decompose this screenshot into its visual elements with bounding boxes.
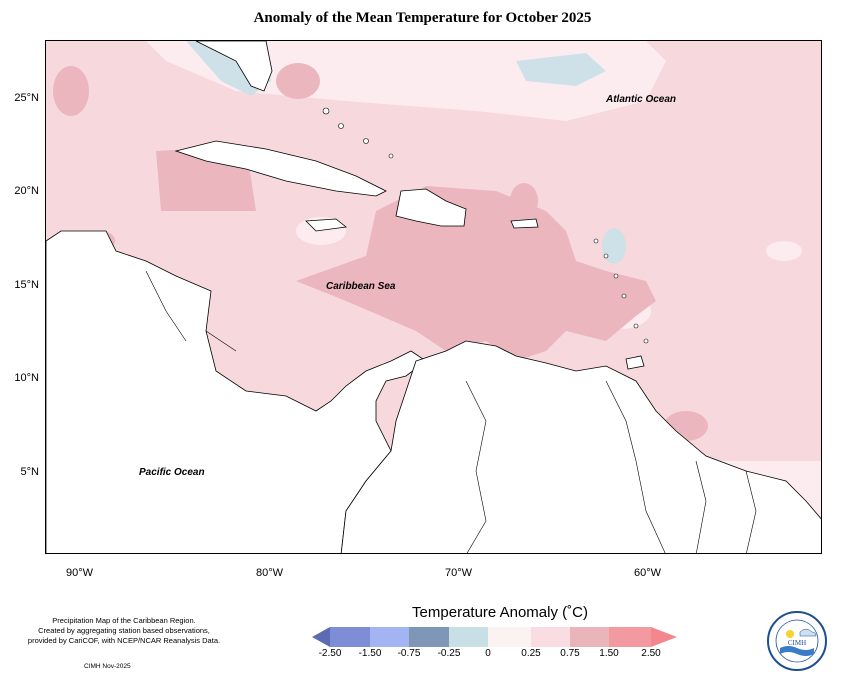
- lon-label-90w: 90°W: [66, 567, 94, 579]
- legend-swatch-3: [409, 627, 449, 647]
- land-puerto-rico: [510, 218, 539, 229]
- credits-line-2: Created by aggregating station based obs…: [38, 626, 210, 635]
- caribbean-sea-label: Caribbean Sea: [326, 281, 396, 292]
- legend-tick-label: 2.50: [641, 648, 661, 659]
- logo-text: CIMH: [788, 639, 806, 647]
- cimh-logo: CIMH: [766, 610, 828, 672]
- temperature-anomaly-map: [45, 40, 822, 554]
- credits-line-1: Precipitation Map of the Caribbean Regio…: [52, 616, 196, 625]
- land-south-america: [340, 340, 821, 553]
- atlantic-ocean-label: Atlantic Ocean: [606, 94, 677, 105]
- legend-swatch-1: [330, 627, 370, 647]
- pacific-ocean-label: Pacific Ocean: [139, 467, 205, 478]
- land-cuba: [174, 140, 387, 197]
- warm-anomaly-turks: [510, 183, 538, 219]
- cimh-logo-icon: CIMH: [767, 611, 827, 671]
- legend-swatch-5: [488, 627, 531, 647]
- lat-label-10n: 10°N: [14, 372, 39, 384]
- legend-tick-label: -2.50: [318, 648, 342, 659]
- land-trinidad: [625, 355, 645, 370]
- legend-tick-label: -0.25: [437, 648, 461, 659]
- water-icon: [780, 646, 814, 656]
- legend-swatch-above-max: [651, 627, 677, 647]
- legend-colorbar: [312, 627, 677, 647]
- land-jamaica: [305, 218, 347, 232]
- legend-swatch-8: [609, 627, 651, 647]
- legend-swatch-7: [570, 627, 609, 647]
- legend-swatch-2: [370, 627, 409, 647]
- legend-tick-label: 0.25: [521, 648, 541, 659]
- lat-label-5n: 5°N: [20, 466, 39, 478]
- cloud-icon: [799, 628, 817, 637]
- legend-tick-label: 0.75: [560, 648, 580, 659]
- legend-swatch-below-min: [312, 627, 330, 647]
- lat-label-20n: 20°N: [14, 185, 39, 197]
- sun-icon: [786, 630, 794, 638]
- map-title: Anomaly of the Mean Temperature for Octo…: [253, 10, 592, 26]
- lon-label-60w: 60°W: [634, 567, 662, 579]
- small-islands: [322, 107, 649, 344]
- warm-anomaly-caribbean-sea: [296, 186, 656, 361]
- legend-swatch-4: [449, 627, 488, 647]
- legend-tick-label: 0: [485, 648, 491, 659]
- lat-label-15n: 15°N: [14, 279, 39, 291]
- lon-label-70w: 70°W: [445, 567, 473, 579]
- land-masses: [46, 41, 821, 553]
- legend-tick-label: -1.50: [358, 648, 382, 659]
- country-borders: [145, 270, 757, 553]
- credits-signature: CIMH Nov-2025: [84, 663, 131, 670]
- warm-anomaly-northwest: [53, 66, 89, 116]
- lat-label-25n: 25°N: [14, 92, 39, 104]
- legend-tick-label: -0.75: [397, 648, 421, 659]
- land-florida: [195, 41, 273, 92]
- warm-anomaly-bahamas: [276, 63, 320, 99]
- land-hispaniola: [395, 188, 467, 227]
- legend-tick-label: 1.50: [599, 648, 619, 659]
- legend-swatch-6: [531, 627, 570, 647]
- light-anomaly-patch-east: [766, 241, 802, 261]
- credits-line-3: provided by CariCOF, with NCEP/NCAR Rean…: [27, 636, 221, 645]
- credits-text: Precipitation Map of the Caribbean Regio…: [8, 616, 240, 646]
- cool-anomaly-leewards: [602, 228, 626, 264]
- legend-title: Temperature Anomaly (˚C): [412, 604, 588, 621]
- lon-label-80w: 80°W: [256, 567, 284, 579]
- cool-anomaly-bahamas-north: [516, 53, 606, 86]
